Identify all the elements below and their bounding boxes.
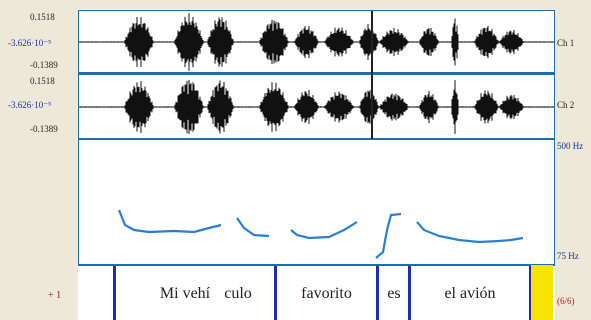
ch1-max-label: 0.1518: [30, 12, 55, 22]
pitch-contour-segment-4: [416, 221, 524, 244]
waveform-trace: [79, 13, 554, 71]
ch2-max-label: 0.1518: [30, 76, 55, 86]
interval-1-label: Mi vehí: [159, 284, 211, 302]
interval-3-label: favorito: [301, 284, 352, 302]
ch1-min-label: -0.1389: [30, 60, 58, 70]
interval-boundary[interactable]: [274, 266, 277, 320]
ch2-min-label: -0.1389: [30, 124, 58, 134]
waveform-1-svg: [79, 13, 554, 71]
interval-3[interactable]: favorito: [277, 266, 376, 320]
ch2-mid-label: -3.626·10⁻⁵: [8, 100, 52, 110]
pitch-bottom-label: 75 Hz: [557, 251, 579, 261]
interval-1[interactable]: Mi vehí: [116, 266, 274, 320]
ch1-name-label: Ch 1: [557, 38, 575, 48]
interval-boundary[interactable]: [376, 266, 379, 320]
interval-0[interactable]: [78, 266, 114, 320]
interval-boundary[interactable]: [408, 266, 411, 320]
interval-5[interactable]: el avión: [411, 266, 529, 320]
pitch-contour-segment-0: [117, 209, 222, 234]
tier-number-label: + 1: [48, 290, 62, 301]
tier-count-label: (6/6): [557, 296, 575, 306]
waveform-2-svg: [79, 79, 554, 135]
interval-2-label: culo: [224, 284, 252, 302]
pitch-panel[interactable]: [78, 140, 555, 265]
pitch-contour-segment-3: [375, 212, 402, 259]
interval-4-label: es: [387, 284, 401, 302]
pitch-contour-segment-1: [236, 217, 270, 238]
interval-boundary[interactable]: [113, 266, 116, 320]
waveform-trace: [79, 79, 554, 135]
pitch-contour-segment-2: [290, 221, 358, 240]
pitch-top-label: 500 Hz: [557, 141, 584, 151]
interval-boundary[interactable]: [529, 266, 532, 320]
textgrid-tier[interactable]: Mi vehí culo favorito es el avión: [78, 265, 555, 320]
selected-interval-highlight[interactable]: [531, 265, 553, 320]
cursor-line: [371, 11, 373, 139]
interval-2[interactable]: culo: [218, 266, 258, 320]
interval-5-label: el avión: [444, 284, 496, 302]
ch1-mid-label: -3.626·10⁻⁵: [8, 38, 52, 48]
waveform-channel-1[interactable]: [78, 10, 555, 74]
ch2-name-label: Ch 2: [557, 100, 575, 110]
waveform-channel-2[interactable]: [78, 74, 555, 140]
pitch-svg: [117, 209, 524, 259]
interval-4[interactable]: es: [379, 266, 409, 320]
